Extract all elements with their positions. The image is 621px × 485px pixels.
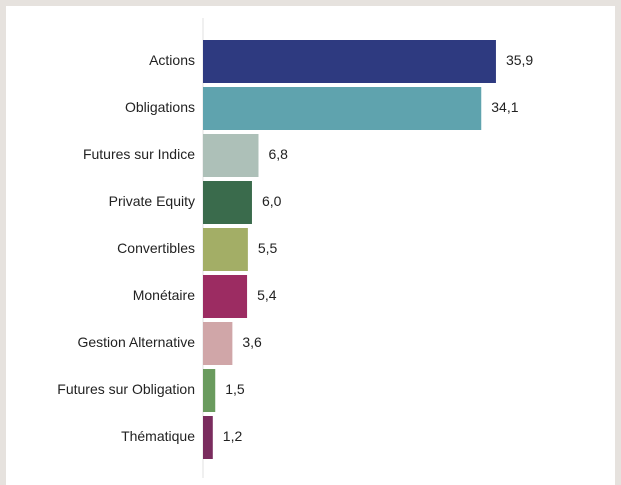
category-label: Futures sur Obligation	[57, 381, 195, 397]
category-label: Obligations	[125, 99, 195, 115]
bar	[203, 322, 233, 365]
bar	[203, 134, 259, 177]
category-label: Actions	[149, 52, 195, 68]
value-label: 6,0	[262, 193, 282, 209]
panel	[6, 6, 615, 485]
bar	[203, 40, 496, 83]
value-label: 1,5	[225, 381, 245, 397]
value-label: 35,9	[506, 52, 533, 68]
category-label: Gestion Alternative	[77, 334, 195, 350]
value-label: 3,6	[242, 334, 262, 350]
bar	[203, 369, 216, 412]
category-label: Futures sur Indice	[83, 146, 195, 162]
value-label: 6,8	[268, 146, 288, 162]
bar	[203, 228, 248, 271]
value-label: 5,5	[258, 240, 278, 256]
category-label: Monétaire	[133, 287, 195, 303]
bar	[203, 181, 252, 224]
value-label: 34,1	[491, 99, 518, 115]
bar	[203, 275, 248, 318]
value-label: 5,4	[257, 287, 277, 303]
category-label: Thématique	[121, 428, 195, 444]
value-label: 1,2	[223, 428, 243, 444]
bar	[203, 87, 482, 130]
category-label: Private Equity	[109, 193, 195, 209]
category-label: Convertibles	[117, 240, 195, 256]
bar	[203, 416, 213, 459]
